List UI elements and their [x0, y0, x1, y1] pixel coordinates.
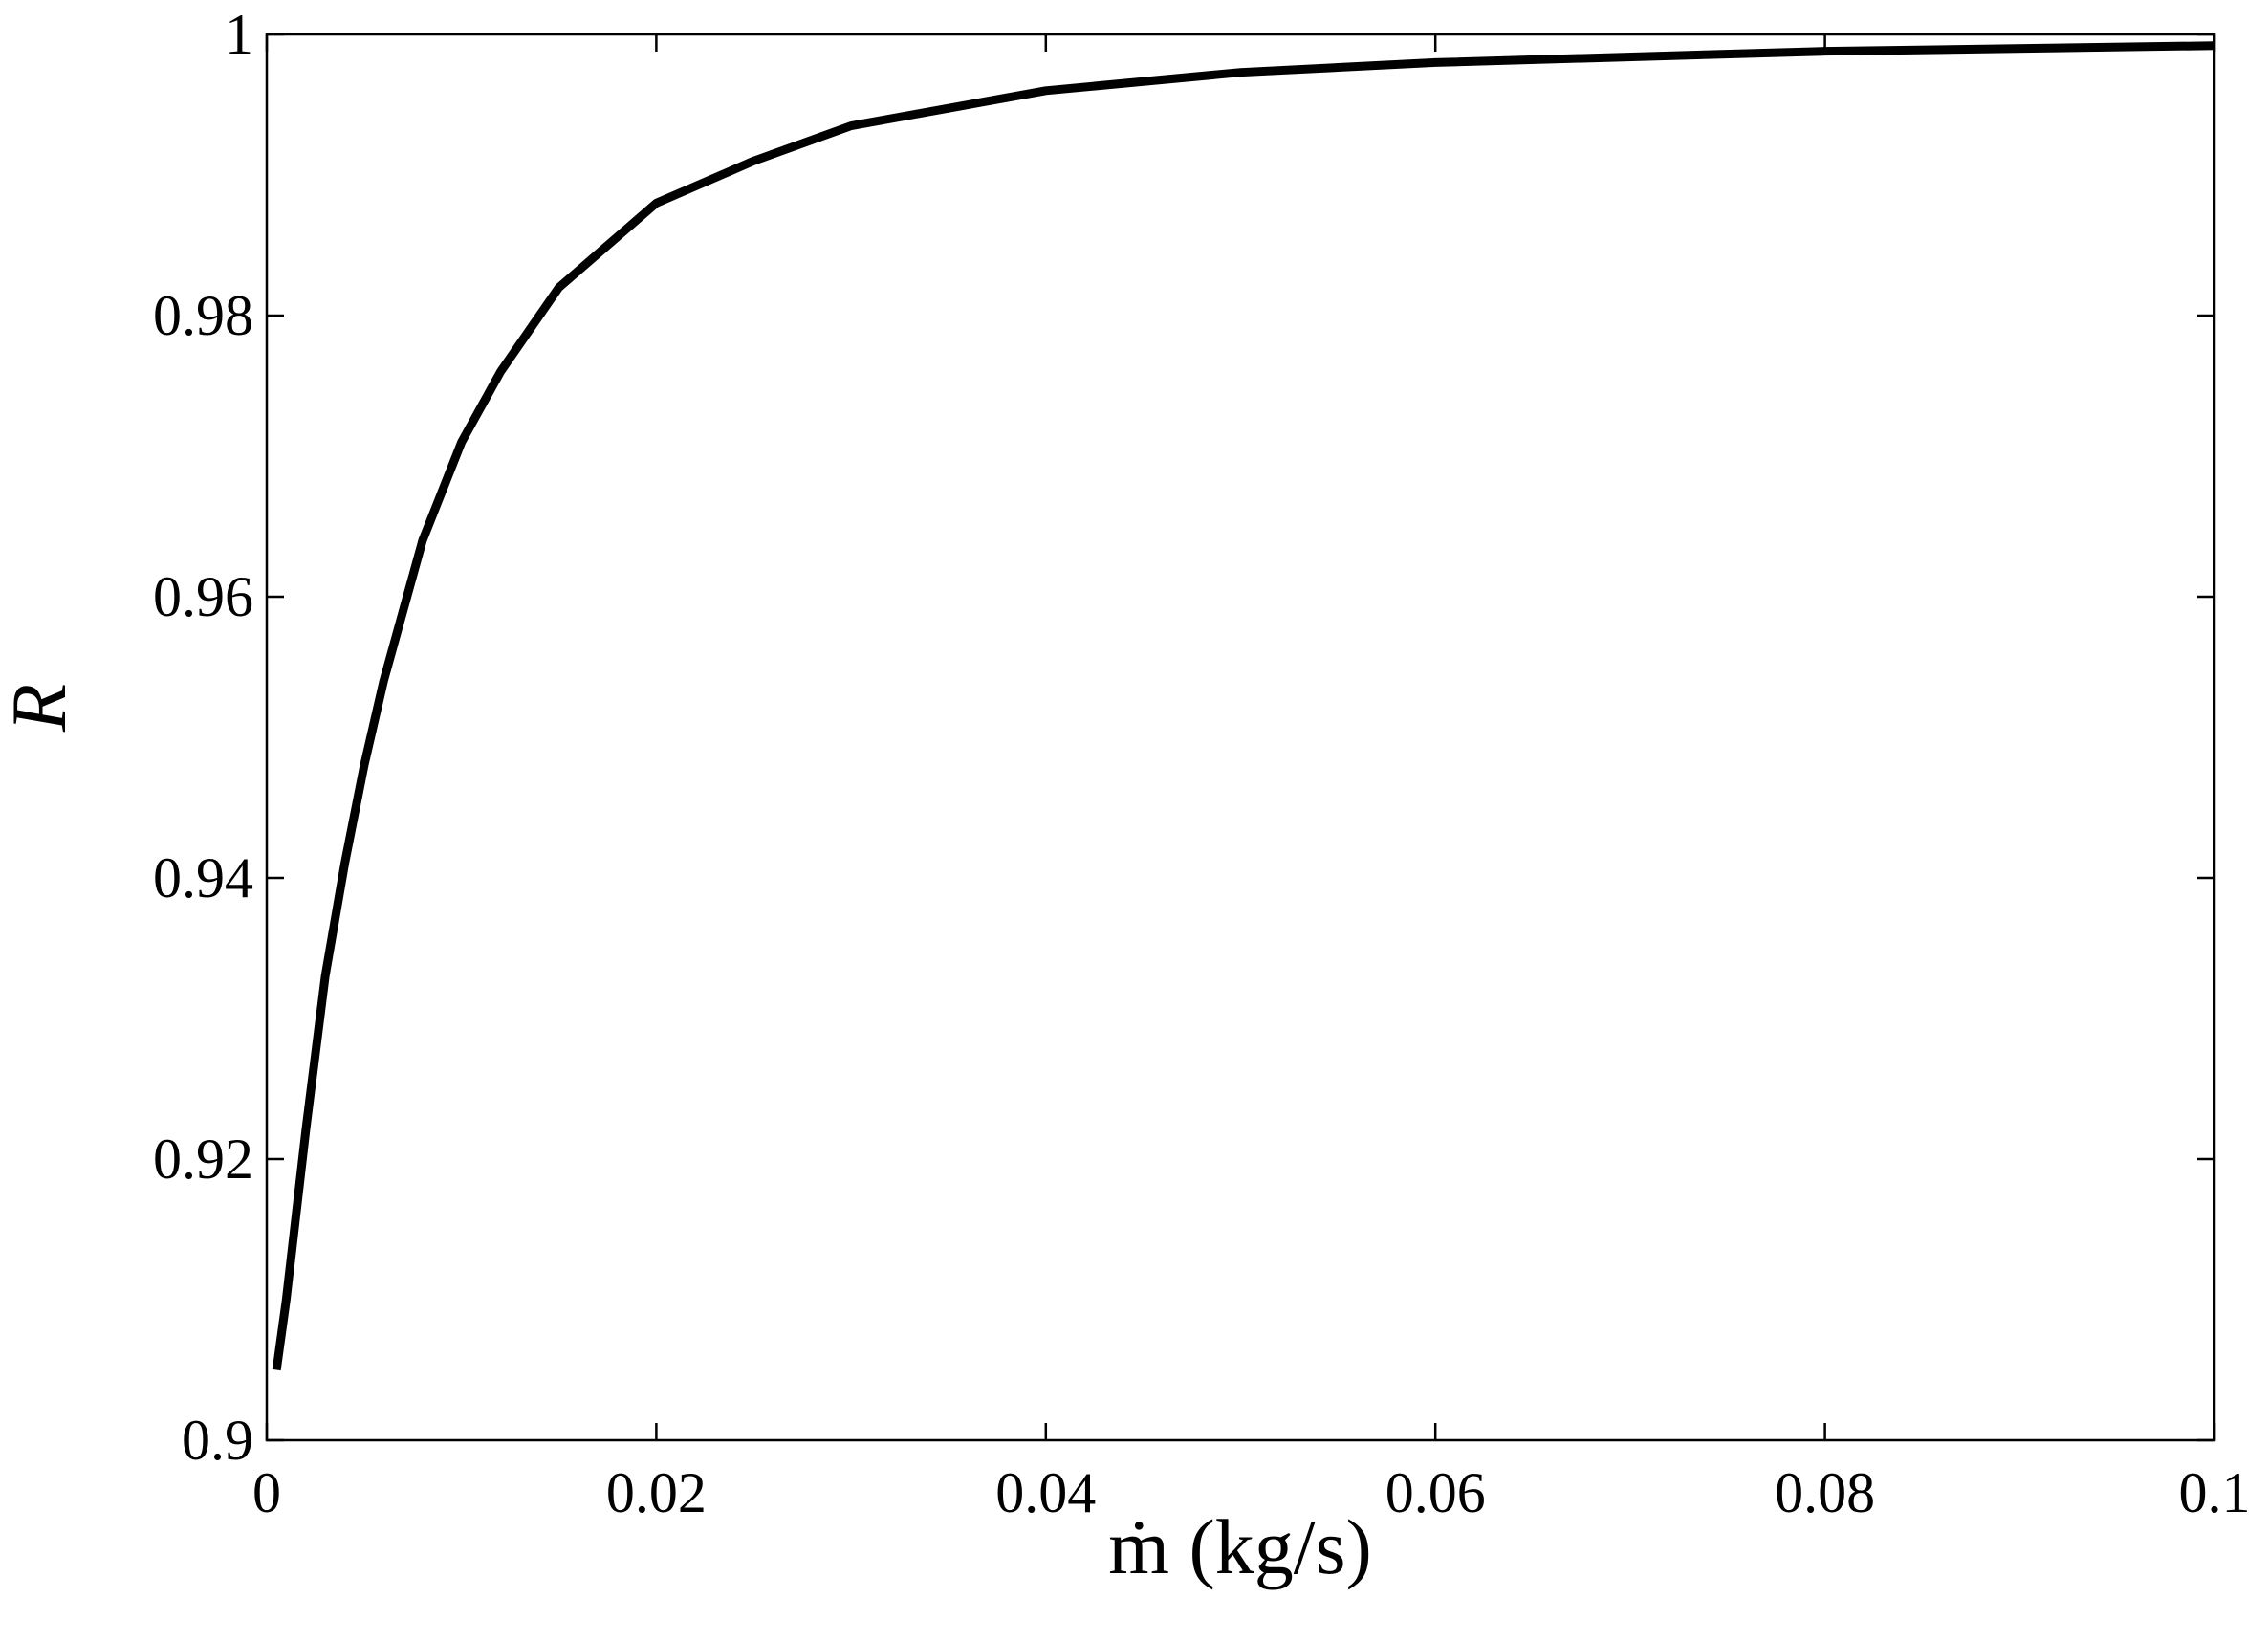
- x-tick-label: 0.1: [2179, 1461, 2251, 1524]
- y-tick-label: 1: [225, 3, 253, 66]
- x-tick-label: 0.04: [995, 1461, 1096, 1524]
- data-line: [272, 41, 2215, 1371]
- y-tick-label: 0.94: [153, 846, 253, 909]
- y-tick-label: 0.96: [153, 565, 253, 628]
- plot-frame: [265, 33, 2216, 1442]
- x-tick-label: 0.08: [1775, 1461, 1875, 1524]
- y-tick-label: 0.9: [182, 1409, 253, 1472]
- x-tick-label: 0.06: [1385, 1461, 1486, 1524]
- x-tick-label: 0.02: [606, 1461, 707, 1524]
- x-axis-label: ṁ (kg/s): [1108, 1503, 1372, 1590]
- y-axis-label: R: [0, 684, 82, 733]
- y-tick-label: 0.98: [153, 284, 253, 347]
- y-tick-label: 0.92: [153, 1128, 253, 1191]
- x-tick-label: 0: [252, 1461, 281, 1524]
